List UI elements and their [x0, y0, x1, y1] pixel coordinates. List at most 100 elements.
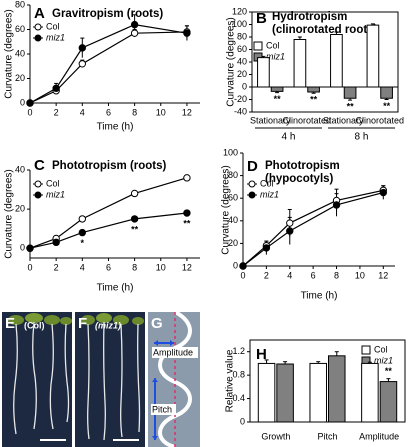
- photo-caption: (miz1): [95, 320, 121, 330]
- bar: [379, 381, 398, 423]
- seedling: [44, 315, 60, 325]
- panel-letter: G: [151, 315, 163, 332]
- marker: [26, 99, 34, 107]
- bar: [307, 86, 320, 93]
- x-tick-label: 6: [106, 107, 111, 117]
- marker: [130, 20, 139, 29]
- marker: [78, 215, 87, 223]
- x-tick-label: 8: [132, 262, 137, 272]
- chart-subtitle: (hypocotyls): [265, 173, 334, 185]
- seedling: [8, 315, 24, 325]
- x-tick-label: Amplitude: [359, 431, 399, 441]
- seedling: [81, 315, 95, 325]
- marker: [286, 227, 294, 235]
- y-tick-label: -40: [234, 106, 247, 116]
- arrow-heads: [154, 340, 174, 346]
- photo-background: [2, 312, 72, 447]
- bar: [276, 363, 294, 423]
- marker: [78, 60, 87, 68]
- bar: [330, 34, 343, 88]
- y-tick-label: 80: [237, 31, 247, 41]
- marker: [332, 201, 341, 209]
- x-axis-label: Time (h): [301, 291, 338, 302]
- y-tick-label: 0: [233, 260, 238, 270]
- annotation: **: [274, 94, 282, 104]
- legend-label: miz1: [266, 51, 285, 61]
- y-axis-label: Curvature (degrees): [4, 9, 15, 98]
- marker: [183, 29, 191, 37]
- bar: [257, 57, 270, 88]
- x-tick-label: 2: [264, 270, 269, 280]
- annotation: **: [310, 95, 318, 105]
- x-tick-label: Pitch: [317, 431, 337, 441]
- legend-marker: [248, 191, 256, 199]
- x-tick-label: 4: [80, 107, 85, 117]
- series-line: [242, 191, 384, 267]
- x-tick-label: 6: [311, 270, 316, 280]
- bar: [309, 362, 328, 423]
- seedling: [96, 313, 112, 323]
- y-tick-label: 120: [232, 6, 247, 16]
- y-tick-label: 20: [237, 69, 247, 79]
- marker: [262, 244, 271, 252]
- y-axis-label: Relative value: [225, 349, 236, 412]
- marker: [130, 189, 139, 198]
- photo-caption: (Col): [24, 320, 45, 330]
- chart-title: Phototropism (roots): [52, 160, 167, 172]
- x-tick-label: 10: [156, 262, 166, 272]
- panel-letter: E: [5, 315, 15, 332]
- label-box: [151, 404, 176, 415]
- y-tick-label: 80: [228, 170, 238, 180]
- label-box: [152, 347, 198, 358]
- marker: [78, 44, 87, 52]
- seedling: [132, 317, 144, 325]
- y-tick-label: 40: [228, 215, 238, 225]
- legend-label: miz1: [260, 189, 279, 199]
- x-tick-label: Clinorotated: [355, 115, 404, 125]
- group-label: 8 h: [355, 132, 369, 143]
- y-tick-label: 40: [15, 164, 25, 174]
- x-tick-label: 0: [27, 262, 32, 272]
- diagram-g: Amplitude Pitch G: [148, 310, 200, 447]
- pitch-label: Pitch: [152, 404, 172, 414]
- legend-marker: [34, 23, 42, 31]
- x-tick-label: 6: [106, 262, 111, 272]
- y-tick-label: 20: [15, 203, 25, 213]
- x-tick-label: Stationary: [323, 115, 364, 125]
- x-tick-label: Clinorotated: [282, 115, 331, 125]
- legend-label: miz1: [46, 32, 65, 42]
- x-tick-label: Stationary: [250, 115, 291, 125]
- y-tick-label: 1.2: [232, 346, 245, 356]
- amplitude-label: Amplitude: [153, 347, 193, 357]
- y-tick-label: -20: [234, 94, 247, 104]
- y-axis-label: Curvature (degrees): [221, 165, 232, 254]
- legend-label: Col: [46, 21, 60, 31]
- legend-label: miz1: [46, 189, 65, 199]
- marker: [286, 219, 294, 227]
- legend-marker: [34, 34, 42, 42]
- x-tick-label: 12: [182, 262, 192, 272]
- panel-letter: A: [34, 5, 45, 22]
- panel-letter: C: [34, 157, 45, 174]
- legend-label: Col: [374, 344, 388, 354]
- marker: [183, 209, 191, 217]
- group-label: 4 h: [282, 132, 296, 143]
- bar: [257, 362, 276, 423]
- legend-label: Col: [46, 178, 60, 188]
- bar: [343, 86, 357, 99]
- y-tick-label: 0: [242, 81, 247, 91]
- y-tick-label: 80: [15, 0, 25, 9]
- bar: [366, 24, 380, 88]
- y-tick-label: 0.4: [232, 393, 245, 403]
- photo-background: [75, 312, 145, 447]
- x-axis-label: Time (h): [97, 283, 134, 294]
- wave: [158, 310, 192, 447]
- x-tick-label: 0: [27, 107, 32, 117]
- marker: [239, 262, 247, 270]
- x-axis-label: Time (h): [97, 122, 134, 133]
- legend-swatch: [361, 345, 371, 355]
- legend-label: Col: [266, 40, 280, 50]
- photo-e: E (Col): [2, 312, 72, 447]
- x-tick-label: 2: [54, 262, 59, 272]
- chart-subtitle: (clinorotated roots): [272, 24, 378, 36]
